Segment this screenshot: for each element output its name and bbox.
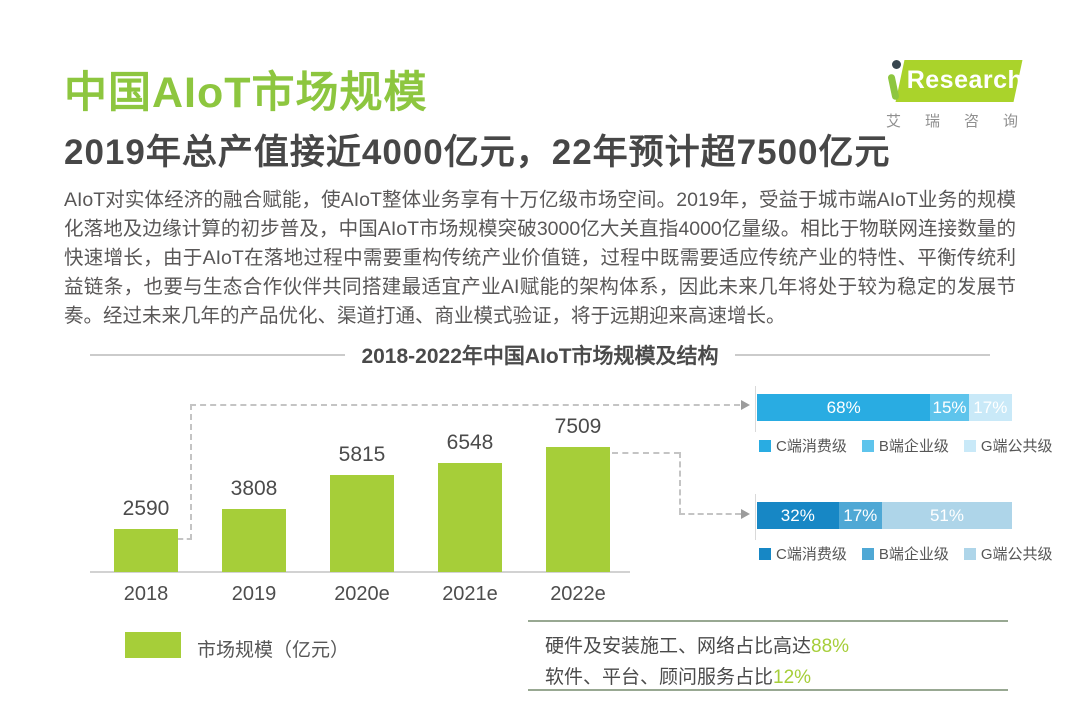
bar-value-label: 7509	[554, 415, 602, 438]
bar-2020e	[330, 475, 394, 572]
x-axis-label-2021e: 2021e	[442, 583, 498, 605]
connector1-arrow-icon	[741, 400, 750, 410]
chart-title-row: 2018-2022年中国AIoT市场规模及结构	[90, 340, 990, 370]
x-axis-label-2022e: 2022e	[550, 583, 606, 605]
iresearch-logo: Research 艾瑞咨询	[884, 52, 1024, 132]
note-rule-top	[528, 620, 1008, 622]
segment-percent-label: 32%	[780, 505, 815, 525]
connector1-stub	[178, 538, 192, 540]
note-rule-bottom	[528, 689, 1008, 691]
segment-percent-label: 68%	[826, 397, 861, 417]
segment-B端企业级: 17%	[838, 502, 882, 529]
legend-item-B端企业级: B端企业级	[861, 435, 949, 456]
legend-swatch-icon	[963, 439, 976, 452]
connector1-vertical	[190, 404, 192, 540]
note-software-percent: 12%	[773, 667, 812, 688]
page-subtitle: 2019年总产值接近4000亿元，22年预计超7500亿元	[64, 133, 891, 172]
segment-C端消费级: 32%	[757, 502, 839, 529]
x-axis-label-2019: 2019	[231, 583, 277, 605]
note-line-hardware: 硬件及安装施工、网络占比高达88%	[545, 631, 849, 658]
segment-percent-label: 51%	[929, 505, 964, 525]
segment-B端企业级: 15%	[930, 394, 969, 421]
note-software-text: 软件、平台、顾问服务占比	[545, 667, 774, 688]
structure-legend-1: C端消费级 B端企业级 G端公共级	[759, 435, 1059, 456]
bar-2018	[114, 529, 178, 572]
page-title: 中国AIoT市场规模	[64, 69, 428, 117]
legend-label: C端消费级	[776, 546, 847, 563]
logo-brand-text: Research	[906, 66, 1024, 94]
structure-bar-2: 32% 17% 51%	[757, 502, 1012, 529]
segment-percent-label: 15%	[932, 397, 967, 417]
x-axis-label-2020e: 2020e	[334, 583, 390, 605]
structure-axis-1	[755, 386, 756, 432]
structure-legend-2: C端消费级 B端企业级 G端公共级	[759, 543, 1059, 564]
logo-i-dot-icon	[892, 60, 901, 69]
legend-label: B端企业级	[878, 546, 949, 563]
legend-swatch-icon	[759, 547, 771, 560]
bar-2021e	[438, 463, 502, 572]
connector2-vertical	[679, 452, 681, 514]
connector2-horizontal-a	[612, 452, 680, 454]
market-size-legend-swatch	[125, 632, 181, 658]
legend-item-C端消费级: C端消费级	[759, 543, 847, 564]
legend-label: G端公共级	[980, 546, 1053, 563]
bar-2019	[222, 509, 286, 572]
segment-G端公共级: 17%	[968, 394, 1012, 421]
title-rule-left	[90, 354, 346, 356]
intro-paragraph: AIoT对实体经济的融合赋能，使AIoT整体业务享有十万亿级市场空间。2019年…	[64, 189, 1016, 327]
legend-item-C端消费级: C端消费级	[759, 435, 847, 456]
legend-item-B端企业级: B端企业级	[861, 543, 949, 564]
x-axis-line	[90, 571, 630, 573]
connector1-horizontal	[190, 404, 740, 406]
legend-label: C端消费级	[776, 438, 847, 455]
legend-item-G端公共级: G端公共级	[963, 543, 1053, 564]
legend-swatch-icon	[861, 547, 874, 560]
market-size-legend-label: 市场规模（亿元）	[197, 640, 350, 661]
structure-bar-1: 68% 15% 17%	[757, 394, 1012, 421]
connector2-arrow-icon	[741, 509, 750, 519]
legend-label: G端公共级	[980, 438, 1053, 455]
legend-label: B端企业级	[878, 438, 949, 455]
legend-swatch-icon	[759, 439, 771, 452]
legend-item-G端公共级: G端公共级	[963, 435, 1053, 456]
connector2-horizontal-b	[679, 513, 741, 515]
structure-axis-2	[755, 494, 756, 540]
bar-value-label: 5815	[338, 443, 386, 466]
bar-2022e	[546, 447, 610, 572]
segment-C端消费级: 68%	[757, 394, 931, 421]
segment-G端公共级: 51%	[881, 502, 1012, 529]
bar-value-label: 6548	[446, 431, 494, 454]
bar-value-label: 3808	[230, 477, 278, 500]
bar-value-label: 2590	[122, 497, 170, 520]
x-axis-label-2018: 2018	[123, 583, 169, 605]
note-hardware-percent: 88%	[811, 636, 850, 657]
logo-brand-chinese: 艾瑞咨询	[886, 113, 1043, 130]
chart-title: 2018-2022年中国AIoT市场规模及结构	[361, 345, 719, 368]
segment-percent-label: 17%	[973, 397, 1008, 417]
segment-percent-label: 17%	[843, 505, 878, 525]
note-line-software: 软件、平台、顾问服务占比12%	[545, 662, 811, 689]
note-hardware-text: 硬件及安装施工、网络占比高达	[545, 636, 812, 657]
title-rule-right	[734, 354, 990, 356]
legend-swatch-icon	[963, 547, 976, 560]
legend-swatch-icon	[861, 439, 874, 452]
